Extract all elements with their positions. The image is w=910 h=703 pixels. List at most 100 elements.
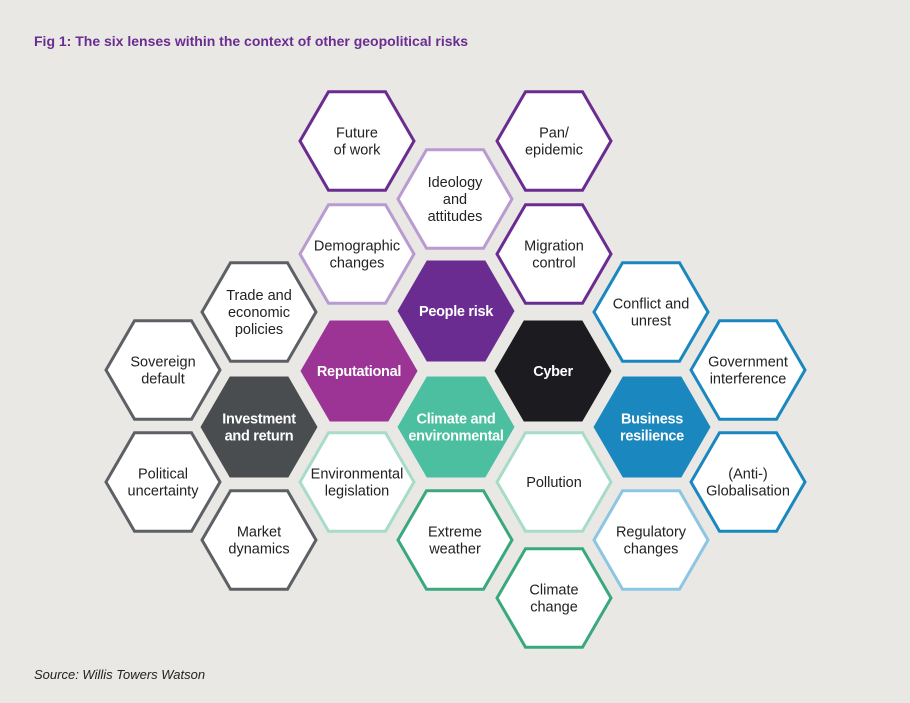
hexagon-shape (495, 203, 613, 305)
hexagon-label: Climate change (529, 583, 578, 616)
hexagon-label-line: Globalisation (706, 484, 790, 500)
hexagon-label: Business resilience (620, 412, 684, 445)
hexagon-trade-and-economic-policies: Trade and economic policies (200, 261, 318, 363)
hexagon-label-line: Business (621, 412, 683, 428)
hexagon-label-line: and return (225, 429, 294, 445)
hexagon-climate-change: Climate change (495, 547, 613, 649)
hexagon-label-line: Reputational (317, 364, 401, 380)
hexagon-label: Conflict and unrest (613, 297, 690, 330)
hexagon-label-line: economic (228, 305, 290, 321)
hexagon-reputational: Reputational (300, 320, 418, 422)
hexagon-shape (200, 376, 318, 478)
hexagon-label: Market dynamics (228, 525, 289, 558)
hexagon-shape (200, 489, 318, 591)
hexagon-shape (200, 261, 318, 363)
hexagon-shape (300, 320, 418, 422)
hexagon-people-risk: People risk (397, 260, 515, 362)
hexagon-shape (494, 320, 612, 422)
hexagon-label-line: change (530, 600, 578, 616)
hexagon-label-line: uncertainty (128, 484, 200, 500)
hexagon-migration-control: Migration control (495, 203, 613, 305)
hexagon-investment-and-return: Investment and return (200, 376, 318, 478)
hexagon-cyber: Cyber (494, 320, 612, 422)
hexagon-label: People risk (419, 304, 494, 320)
hexagon-label-line: dynamics (228, 542, 289, 558)
hexagon-label: Sovereign default (130, 355, 195, 388)
hexagon-shape (397, 376, 515, 478)
hexagon-label-line: weather (428, 542, 481, 558)
hexagon-label-line: and (443, 192, 467, 208)
hexagon-shape (592, 489, 710, 591)
hexagon-label-line: Ideology (428, 175, 484, 191)
hexagon-shape (298, 203, 416, 305)
hexagon-regulatory-changes: Regulatory changes (592, 489, 710, 591)
hexagon-label-line: unrest (631, 314, 671, 330)
hexagon-pan-epidemic: Pan/epidemic (495, 90, 613, 192)
hexagon-label-line: default (141, 372, 185, 388)
hexagon-sovereign-default: Sovereign default (104, 319, 222, 421)
hexagon-label-line: changes (330, 256, 385, 272)
hexagon-future-of-work: Future of work (298, 90, 416, 192)
hexagon-label-line: Future (336, 126, 378, 142)
hexagon-label-line: changes (624, 542, 679, 558)
hexagon-label-line: Investment (222, 412, 296, 428)
hexagon-label: Pan/epidemic (525, 126, 583, 159)
hexagon-label-line: (Anti-) (728, 467, 767, 483)
hexagon-label-line: Demographic (314, 239, 400, 255)
hexagon-label-line: Climate and (417, 412, 496, 428)
hexagon-label: Reputational (317, 364, 401, 380)
hexagon-label-line: Trade and (226, 288, 292, 304)
hexagon-ideology-and-attitudes: Ideology and attitudes (396, 148, 514, 250)
hexagon-government-interference: Government interference (689, 319, 807, 421)
hexagon-label: Regulatory changes (616, 525, 687, 558)
hexagon-label: Political uncertainty (128, 467, 200, 500)
hexagon-pollution: Pollution (495, 431, 613, 533)
hexagon-shape (689, 431, 807, 533)
hexagon-label-line: Political (138, 467, 188, 483)
hexagon-market-dynamics: Market dynamics (200, 489, 318, 591)
hexagon-label: Cyber (533, 364, 573, 380)
hexagon-label-line: Cyber (533, 364, 573, 380)
hexagon-label-line: Government (708, 355, 788, 371)
hexagon-label-line: Pan/ (539, 126, 570, 142)
hexagon-shape (592, 261, 710, 363)
hexagon-label-line: Environmental (311, 467, 404, 483)
hexagon-label: Ideology and attitudes (428, 175, 484, 225)
hexagon-label-line: environmental (408, 429, 503, 445)
hexagon-shape (104, 319, 222, 421)
hexagon-label-line: Extreme (428, 525, 482, 541)
hexagon-label: Future of work (334, 126, 381, 159)
hexagon-conflict-and-unrest: Conflict and unrest (592, 261, 710, 363)
hexagon-shape (689, 319, 807, 421)
hexagon-demographic-changes: Demographic changes (298, 203, 416, 305)
hexagon-label: Extreme weather (428, 525, 482, 558)
hexagon-political-uncertainty: Political uncertainty (104, 431, 222, 533)
hexagon-label: (Anti-) Globalisation (706, 467, 790, 500)
hexagon-shape (397, 260, 515, 362)
hexagon-anti-globalisation: (Anti-) Globalisation (689, 431, 807, 533)
hexagon-label: Government interference (708, 355, 788, 388)
hexagon-label-line: interference (710, 372, 787, 388)
hexagon-business-resilience: Business resilience (593, 376, 711, 478)
hexagon-label: Pollution (526, 475, 582, 491)
hexagon-shape (396, 148, 514, 250)
hexagon-shape (593, 376, 711, 478)
hexagon-label: Climate and environmental (408, 412, 503, 445)
hexagon-shape (495, 547, 613, 649)
figure-source: Source: Willis Towers Watson (34, 667, 206, 682)
hexagon-shape (104, 431, 222, 533)
hexagon-shape (298, 431, 416, 533)
hexagon-shape (298, 90, 416, 192)
hexagon-environmental-legislation: Environmental legislation (298, 431, 416, 533)
hexagon-label-line: attitudes (428, 209, 483, 225)
hexagon-shape (396, 489, 514, 591)
hexagon-label-line: control (532, 256, 576, 272)
hexagon-label-line: Market (237, 525, 281, 541)
hexagon-label: Investment and return (222, 412, 296, 445)
figure-title: Fig 1: The six lenses within the context… (34, 33, 469, 49)
hexagon-label-line: policies (235, 322, 283, 338)
hexagon-label-line: resilience (620, 429, 684, 445)
hexagon-label: Environmental legislation (311, 467, 404, 500)
hexagon-label-line: Conflict and (613, 297, 690, 313)
